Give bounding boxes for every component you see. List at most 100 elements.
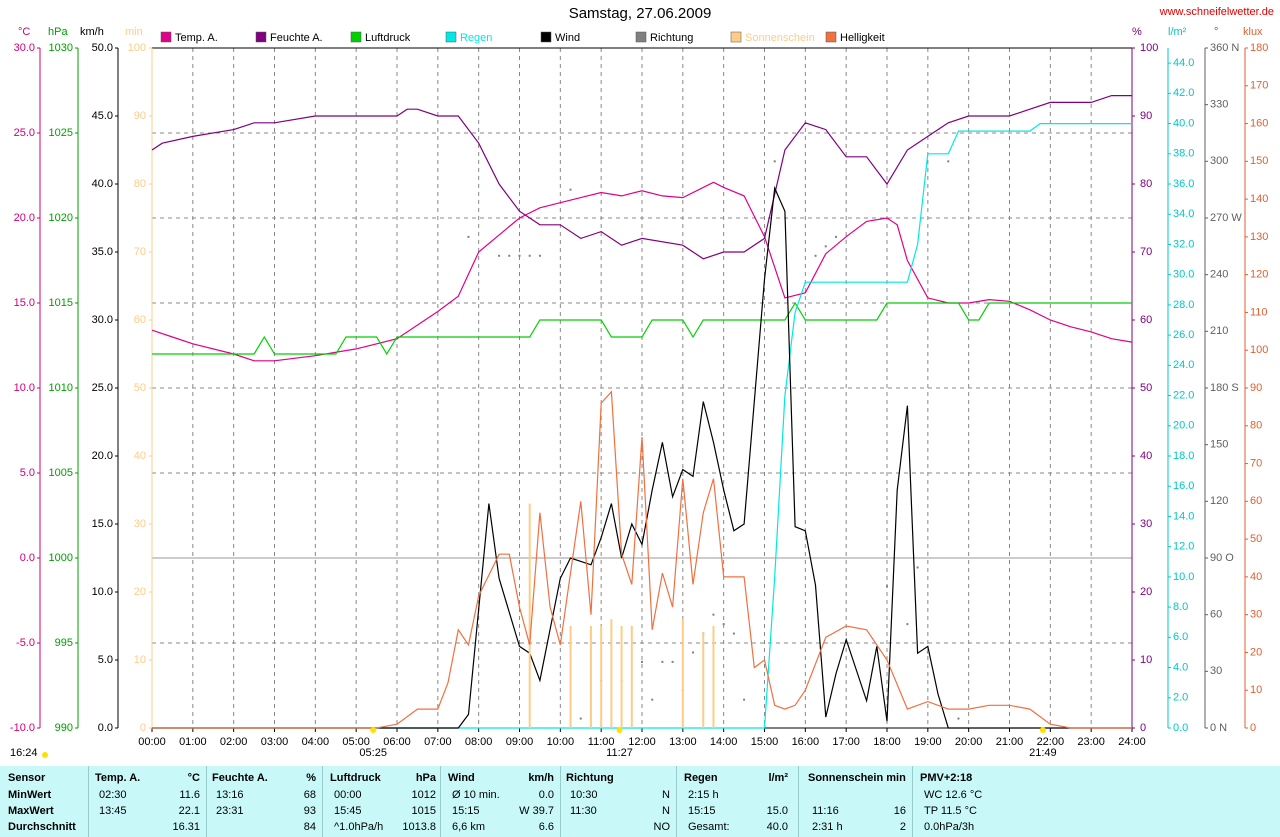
series-line: [152, 390, 1132, 729]
y-tick-label: 20.0: [92, 450, 113, 462]
y-tick-label: 42.0: [1173, 87, 1194, 99]
stats-table: Sensor Temp. A. °C Feuchte A.% Luftdruck hPa W…: [0, 766, 1280, 837]
y-tick-label: 24.0: [1173, 359, 1194, 371]
table-cell: N: [662, 805, 670, 817]
y-tick-label: 44.0: [1173, 57, 1194, 69]
y-tick-label: 70: [1140, 246, 1152, 258]
sun-marker: [1039, 727, 1046, 733]
x-tick-label: 15:00: [751, 736, 779, 748]
y-tick-label: 20: [134, 586, 146, 598]
table-cell: 02:30: [99, 789, 127, 801]
y-tick-label: 14.0: [1173, 510, 1194, 522]
chart-title: Samstag, 27.06.2009: [569, 5, 712, 22]
bar: [569, 626, 572, 728]
y-tick-label: 4.0: [1173, 661, 1188, 673]
axis-unit: °: [1214, 26, 1218, 38]
table-cell: MaxWert: [8, 805, 54, 817]
point: [467, 235, 470, 238]
column-separator: [206, 766, 207, 837]
y-tick-label: 25.0: [92, 382, 113, 394]
table-cell: Temp. A.: [95, 772, 141, 784]
table-cell: °C: [187, 772, 200, 784]
x-tick-label: 07:00: [424, 736, 452, 748]
annotation: 05:25: [359, 747, 387, 759]
legend-swatch: [160, 31, 172, 43]
y-tick-label: 270 W: [1210, 212, 1242, 224]
table-cell: NO: [653, 821, 671, 833]
point: [518, 254, 521, 257]
y-tick-label: 38.0: [1173, 148, 1194, 160]
table-cell: 22.1: [178, 805, 200, 817]
y-tick-label: 0.0: [20, 552, 35, 564]
point: [641, 660, 643, 663]
y-tick-label: 210: [1210, 325, 1228, 337]
x-tick-label: 00:00: [138, 736, 166, 748]
y-tick-label: 1000: [49, 552, 73, 564]
y-tick-label: 1015: [49, 297, 73, 309]
table-cell: Regen: [684, 772, 718, 784]
point: [579, 717, 582, 720]
y-tick-label: 10: [134, 654, 146, 666]
table-cell: 15:15: [688, 805, 716, 817]
y-tick-label: 50: [1250, 533, 1262, 545]
point: [834, 235, 837, 238]
y-tick-label: 70: [134, 246, 146, 258]
table-cell: 16.31: [172, 821, 200, 833]
axis-unit: min: [125, 26, 143, 38]
y-tick-label: 90: [134, 110, 146, 122]
table-cell: 1015: [411, 805, 436, 817]
bar: [712, 626, 715, 728]
y-tick-label: 8.0: [1173, 601, 1188, 613]
y-tick-label: 10: [1250, 684, 1262, 696]
y-tick-label: 32.0: [1173, 238, 1194, 250]
legend-swatch: [635, 31, 647, 43]
y-tick-label: 80: [1250, 420, 1262, 432]
point: [814, 254, 817, 257]
x-tick-label: 12:00: [628, 736, 656, 748]
y-tick-label: 360 N: [1210, 42, 1239, 54]
y-tick-label: 10: [1140, 654, 1152, 666]
table-cell: 1013.8: [402, 821, 436, 833]
y-tick-label: 1030: [49, 42, 73, 54]
y-tick-label: 180 S: [1210, 382, 1239, 394]
legend-label: Feuchte A.: [270, 32, 323, 44]
table-cell: 23:31: [216, 805, 244, 817]
table-cell: 6,6 km: [452, 821, 486, 833]
table-cell: 6.6: [538, 821, 554, 833]
x-tick-label: 22:00: [1037, 736, 1065, 748]
table-cell: N: [662, 789, 670, 801]
point: [712, 613, 715, 616]
point: [569, 188, 572, 191]
y-tick-label: 36.0: [1173, 178, 1194, 190]
bar: [620, 626, 623, 728]
table-cell: 13:45: [99, 805, 127, 817]
y-tick-label: 150: [1250, 155, 1268, 167]
table-cell: WC 12.6 °C: [924, 789, 983, 801]
y-tick-label: 80: [134, 178, 146, 190]
legend-label: Regen: [460, 32, 492, 44]
y-tick-label: 100: [1250, 344, 1268, 356]
point: [947, 160, 950, 163]
y-tick-label: 16.0: [1173, 480, 1194, 492]
legend-label: Temp. A.: [175, 32, 218, 44]
table-cell: %: [306, 772, 316, 784]
chart: Samstag, 27.06.2009 www.schneifelwetter.…: [10, 5, 1274, 759]
y-tick-label: 160: [1250, 117, 1268, 129]
y-tick-label: 60: [1140, 314, 1152, 326]
table-cell: 11:30: [570, 805, 597, 817]
point: [732, 632, 735, 635]
table-cell: 00:00: [334, 789, 362, 801]
table-cell: Luftdruck: [330, 772, 381, 784]
column-separator: [676, 766, 677, 837]
x-tick-label: 13:00: [669, 736, 697, 748]
point: [508, 254, 511, 257]
point: [886, 585, 888, 588]
y-tick-label: 60: [1210, 609, 1222, 621]
axis-unit: l/m²: [1168, 26, 1187, 38]
axis-unit: °C: [18, 26, 30, 38]
x-tick-label: 19:00: [914, 736, 942, 748]
point: [498, 254, 501, 257]
y-tick-label: 1020: [49, 212, 73, 224]
x-tick-label: 24:00: [1118, 736, 1146, 748]
y-tick-label: 60: [134, 314, 146, 326]
